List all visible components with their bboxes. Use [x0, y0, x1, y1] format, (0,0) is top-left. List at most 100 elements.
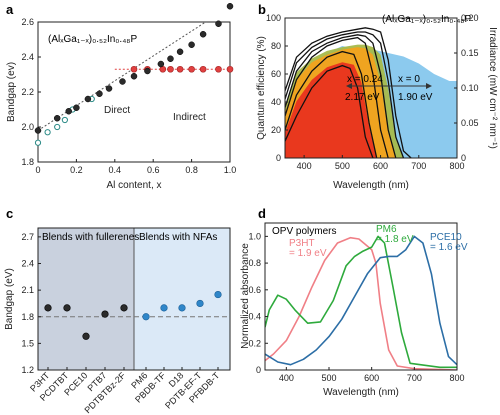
direct-point	[226, 3, 234, 10]
panel-b-y2-axis-label: Irradiance (mW cm⁻² nm⁻¹)	[487, 27, 498, 149]
bandgap-point	[214, 290, 222, 299]
panel-d-ytick-label: 0.6	[248, 285, 261, 295]
pce10-label: PCE10	[430, 232, 462, 243]
panel-d-ytick-label: 0.4	[248, 312, 261, 322]
direct-point	[119, 78, 126, 85]
direct-point	[34, 127, 42, 134]
direct-point	[73, 104, 80, 111]
panel-a-chart: (AlₓGa₁₋ₓ)₀.₅₂In₀.₄₈P 0 0.2 0.4 0.6 0.8 1.0 1.…	[6, 3, 236, 191]
direct-point	[188, 41, 195, 48]
direct-point	[105, 85, 113, 92]
panel-b-y2tick-label: 0.05	[461, 118, 479, 128]
panel-a-ytick-label: 1.8	[21, 157, 34, 167]
panel-a-y-axis-label: Bandgap (ev)	[6, 62, 17, 122]
bandgap-point	[120, 304, 128, 312]
arrow-left-icon	[346, 83, 352, 89]
pce10-curve	[265, 235, 457, 366]
qe-curve	[285, 50, 378, 158]
direct-point	[130, 73, 138, 80]
annotation-x0: x = 0	[398, 74, 420, 85]
open-point	[61, 116, 68, 124]
group-label-nfas: Blends with NFAs	[139, 232, 217, 243]
panel-c-ytick-label: 1.8	[21, 312, 34, 322]
panel-b-x-axis-label: Wavelength (nm)	[333, 180, 409, 191]
panel-c-label: c	[6, 206, 13, 221]
pm6-label: PM6	[376, 224, 397, 235]
panel-a-xtick-label: 0	[35, 165, 40, 175]
qe-curve	[285, 34, 397, 158]
panel-b-ytick-label: 80	[271, 41, 281, 51]
indirect-point	[188, 65, 195, 73]
direct-point	[176, 48, 184, 55]
bandgap-point	[142, 313, 150, 321]
panel-d-inset-title: OPV polymers	[272, 226, 336, 237]
panel-b-y2tick-label: 0	[461, 153, 466, 163]
annotation-190ev: 1.90 eV	[398, 92, 433, 103]
pm6-curve	[265, 235, 457, 369]
qe-curve	[285, 27, 412, 158]
indirect-point	[199, 65, 207, 73]
bandgap-point	[160, 304, 168, 312]
open-point	[34, 139, 42, 146]
panel-a-xtick-label: 0.4	[109, 165, 122, 175]
panel-b-ytick-label: 0	[276, 153, 281, 163]
indirect-point	[226, 65, 234, 73]
panel-c-ytick-label: 2.7	[21, 232, 34, 242]
direct-label: Direct	[104, 105, 130, 116]
direct-point	[215, 20, 222, 27]
panel-d-xtick-label: 400	[279, 373, 294, 383]
panel-c-ytick-label: 2.1	[21, 285, 34, 295]
panel-c-frame	[37, 227, 231, 371]
panel-b-xtick-label: 400	[297, 161, 312, 171]
panel-b-xtick-label: 800	[449, 161, 464, 171]
panel-b-xtick-label: 500	[335, 161, 350, 171]
panel-b-y2tick-label: 0.10	[461, 83, 479, 93]
panel-d-xtick-label: 600	[364, 373, 379, 383]
panel-a-ytick-label: 2.4	[21, 52, 34, 62]
panel-d-chart: 400 500 600 700 800 0 0.2 0.4 0.6 0.8 1.0 OPV poly…	[240, 222, 468, 398]
panel-c-ytick-label: 2.4	[21, 259, 34, 269]
group-label-fullerenes: Blends with fullerenes	[42, 232, 139, 243]
panel-a-label: a	[6, 2, 14, 17]
panel-b-ytick-label: 100	[266, 13, 281, 23]
panel-c-ytick-label: 1.2	[21, 365, 34, 375]
panel-a-xtick-label: 0.6	[147, 165, 160, 175]
panel-c-y-axis-label: Bandgap (eV)	[4, 268, 15, 330]
panel-d-xtick-label: 800	[449, 373, 464, 383]
direct-point	[53, 115, 61, 122]
panel-b-xtick-label: 600	[373, 161, 388, 171]
annotation-x024: x = 0.24	[347, 74, 383, 85]
panel-b-y2tick-label: 0.20	[461, 13, 479, 23]
bandgap-point	[196, 299, 204, 308]
direct-point	[96, 90, 103, 97]
bandgap-point	[63, 304, 71, 312]
nfa-region	[134, 228, 230, 370]
panel-a-ytick-label: 2.0	[21, 122, 34, 132]
panel-a-xtick-label: 0.2	[70, 165, 83, 175]
panel-d-ytick-label: 0.8	[248, 258, 261, 268]
panel-d-ytick-label: 0.2	[248, 338, 261, 348]
bandgap-point	[178, 304, 186, 312]
indirect-point	[167, 65, 174, 73]
indirect-label: Indirect	[173, 112, 206, 123]
panel-b-y2tick-label: 0.15	[461, 48, 479, 58]
panel-d-y-axis-label: Normalized absorbance	[240, 243, 251, 349]
indirect-point	[130, 65, 138, 73]
p3ht-curve	[265, 236, 457, 370]
p3ht-label: P3HT	[289, 238, 315, 249]
panel-a-x-axis-label: Al content, x	[106, 180, 161, 191]
indirect-point	[215, 65, 222, 73]
direct-point	[199, 31, 207, 38]
arrow-right-icon	[426, 83, 432, 89]
panel-b-xtick-label: 700	[411, 161, 426, 171]
bandgap-point	[101, 310, 109, 318]
panel-b-inset-title: (AlₓGa₁₋ₓ)₀.₅₂In₀.₄₈P	[382, 14, 471, 25]
open-point	[44, 129, 51, 136]
panel-b-label: b	[258, 2, 266, 17]
panel-b-y-axis-label: Quantum efficiency (%)	[256, 36, 267, 140]
panel-a-inset-title: (AlₓGa₁₋ₓ)₀.₅₂In₀.₄₈P	[48, 34, 137, 45]
panel-c-chart: Blends with fullerenes Blends with NFAs …	[4, 227, 231, 415]
panel-b-chart: 400 500 600 700 80002040608010000.050.100.15…	[256, 13, 498, 191]
direct-point	[65, 108, 72, 115]
